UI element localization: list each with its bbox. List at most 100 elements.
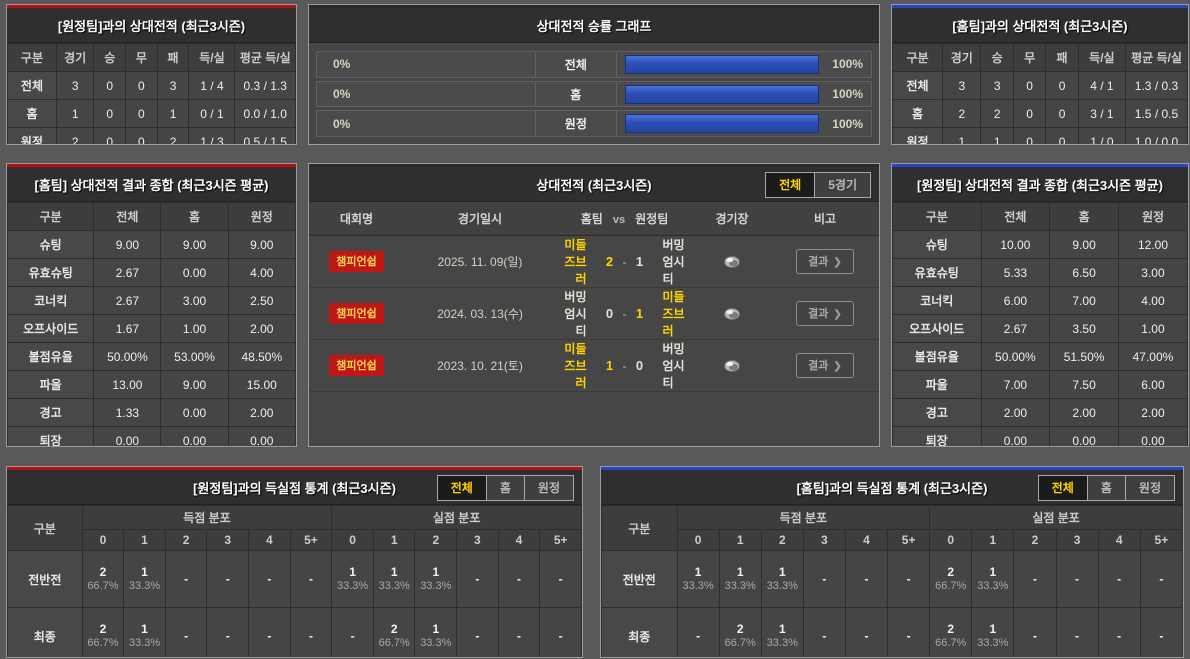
col-header: 구분 xyxy=(7,505,83,551)
panel-title-text: [홈팀]과의 득실점 통계 (최근3시즌) xyxy=(796,481,988,496)
away-goal-stats-table: 구분 득점 분포 실점 분포 0 1 2 3 4 5+ 0 1 2 3 4 5+ 전반전 2 66.7%… xyxy=(7,505,582,657)
col-header: 무 xyxy=(125,43,158,72)
stadium-cell xyxy=(693,287,771,340)
away-goal-stats-panel: [원정팀]과의 득실점 통계 (최근3시즌) 전체 홈 원정 구분 득점 분포 … xyxy=(6,466,583,658)
tab-all[interactable]: 전체 xyxy=(436,475,487,501)
score-separator: - xyxy=(622,306,627,321)
row-label: 퇴장 xyxy=(892,426,982,446)
stat-value: 7.00 xyxy=(1049,286,1119,315)
stat-value: 3 xyxy=(55,71,95,100)
tab-away[interactable]: 원정 xyxy=(1124,475,1175,501)
tab-home[interactable]: 홈 xyxy=(1086,475,1126,501)
stat-value: 15.00 xyxy=(227,370,296,399)
chevron-right-icon: ❯ xyxy=(833,309,842,320)
stat-value: 1.00 xyxy=(1117,314,1188,343)
stat-value: 9.00 xyxy=(160,230,229,259)
away-summary-panel: [원정팀] 상대전적 결과 종합 (최근3시즌 평균) 구분 전체 홈 원정 슈… xyxy=(891,163,1189,447)
row-label: 슈팅 xyxy=(892,230,982,259)
dist-cell: 1 33.3% xyxy=(414,550,458,608)
dist-cell: - xyxy=(331,607,374,657)
dist-cell: - xyxy=(802,550,846,608)
home-h2h-record-table: 구분 경기 승 무 패 득/실 평균 득/실 전체 3 3 0 0 4 / 1 xyxy=(892,43,1188,144)
tab-all[interactable]: 전체 xyxy=(765,172,816,198)
row-label: 코너킥 xyxy=(892,286,982,315)
h2h-matches-panel: 상대전적 (최근3시즌) 전체 5경기 대회명 경기일시 홈팀 vs 원정팀 경기장 xyxy=(308,163,880,447)
chevron-right-icon: ❯ xyxy=(833,257,842,268)
dist-cell: - xyxy=(206,607,250,657)
score-col: 3 xyxy=(1055,529,1099,551)
tab-all[interactable]: 전체 xyxy=(1037,475,1088,501)
score-col: 2 xyxy=(414,529,458,551)
stat-value: 7.00 xyxy=(980,370,1051,399)
dist-cell: - xyxy=(456,550,499,608)
result-button[interactable]: 결과 ❯ xyxy=(796,249,854,274)
row-label: 최종 xyxy=(601,607,678,657)
row-label: 퇴장 xyxy=(7,426,95,446)
away-h2h-record-panel: [원정팀]과의 상대전적 (최근3시즌) 구분 경기 승 무 패 득/실 평균 … xyxy=(6,4,297,145)
panel-title: [원정팀] 상대전적 결과 종합 (최근3시즌 평균) xyxy=(892,167,1188,202)
stat-value: 0.00 xyxy=(227,426,296,446)
league-cell: 챔피언쉽 xyxy=(309,287,404,340)
result-button[interactable]: 결과 ❯ xyxy=(796,353,854,378)
league-badge: 챔피언쉽 xyxy=(329,303,384,324)
stat-value: 0 xyxy=(1045,127,1079,144)
soccer-ball-icon[interactable] xyxy=(723,255,741,269)
dist-cell: 2 66.7% xyxy=(372,607,416,657)
dist-cell: - xyxy=(1055,550,1099,608)
stat-value: 2 xyxy=(980,99,1014,128)
table-row: 파울 7.00 7.50 6.00 xyxy=(892,370,1188,399)
soccer-ball-icon[interactable] xyxy=(723,307,741,321)
score-col: 3 xyxy=(206,529,250,551)
dist-cell: 1 33.3% xyxy=(676,550,720,608)
result-button[interactable]: 결과 ❯ xyxy=(796,301,854,326)
tab-away[interactable]: 원정 xyxy=(523,475,574,501)
stat-value: 0 xyxy=(125,99,158,128)
home-winrate-area: 100% xyxy=(617,111,871,136)
stat-value: 3 xyxy=(980,71,1014,100)
col-header: 평균 득/실 xyxy=(234,43,296,72)
home-score: 1 xyxy=(605,358,614,373)
dist-cell: - xyxy=(289,550,333,608)
away-score: 1 xyxy=(635,254,644,269)
match-filter-tabs: 전체 5경기 xyxy=(765,172,871,198)
stat-value: 1.5 / 0.5 xyxy=(1124,99,1188,128)
red-accent-bar xyxy=(7,5,296,8)
score-col: 2 xyxy=(1013,529,1057,551)
row-label: 전반전 xyxy=(601,550,678,608)
row-label: 슈팅 xyxy=(7,230,95,259)
dist-cell: - xyxy=(539,550,582,608)
dist-cell: - xyxy=(1139,607,1183,657)
stat-value: 0 xyxy=(1045,71,1079,100)
dist-cell: - xyxy=(539,607,582,657)
stat-value: 1 / 4 xyxy=(188,71,236,100)
graph-row-label: 홈 xyxy=(534,81,617,107)
match-teams-cell: 미들즈브러 2 - 1 버밍엄시티 xyxy=(556,235,693,288)
dist-cell: - xyxy=(1055,607,1099,657)
tab-home[interactable]: 홈 xyxy=(485,475,525,501)
soccer-ball-icon[interactable] xyxy=(723,359,741,373)
dist-cell: 1 33.3% xyxy=(331,550,374,608)
row-label: 볼점유율 xyxy=(892,342,982,371)
stat-value: 2.50 xyxy=(227,286,296,315)
table-row: 코너킥 2.67 3.00 2.50 xyxy=(7,286,296,315)
col-header-teams: 홈팀 vs 원정팀 xyxy=(556,202,693,236)
stat-value: 2.67 xyxy=(93,286,162,315)
dist-cell: 1 33.3% xyxy=(718,550,762,608)
score-col: 5+ xyxy=(1139,529,1183,551)
stat-value: 0.0 / 1.0 xyxy=(234,99,296,128)
stat-value: 3 / 1 xyxy=(1077,99,1126,128)
home-h2h-record-panel: [홈팀]과의 상대전적 (최근3시즌) 구분 경기 승 무 패 득/실 평균 득… xyxy=(891,4,1189,145)
away-team-name: 버밍엄시티 xyxy=(662,342,685,390)
tab-last5[interactable]: 5경기 xyxy=(814,172,871,198)
col-header: 원정 xyxy=(227,202,296,231)
score-col: 1 xyxy=(971,529,1015,551)
score-col: 5+ xyxy=(539,529,582,551)
dist-cell: 2 66.7% xyxy=(81,550,125,608)
graph-row: 0% 원정 100% xyxy=(316,110,872,138)
col-header: 경기 xyxy=(942,43,982,72)
panel-title: [홈팀] 상대전적 결과 종합 (최근3시즌 평균) xyxy=(7,167,296,202)
dist-cell: - xyxy=(1139,550,1183,608)
stat-value: 1 xyxy=(156,99,190,128)
home-team-name: 미들즈브러 xyxy=(564,342,587,390)
